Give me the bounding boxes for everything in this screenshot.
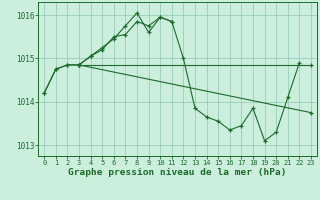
X-axis label: Graphe pression niveau de la mer (hPa): Graphe pression niveau de la mer (hPa) [68,168,287,177]
